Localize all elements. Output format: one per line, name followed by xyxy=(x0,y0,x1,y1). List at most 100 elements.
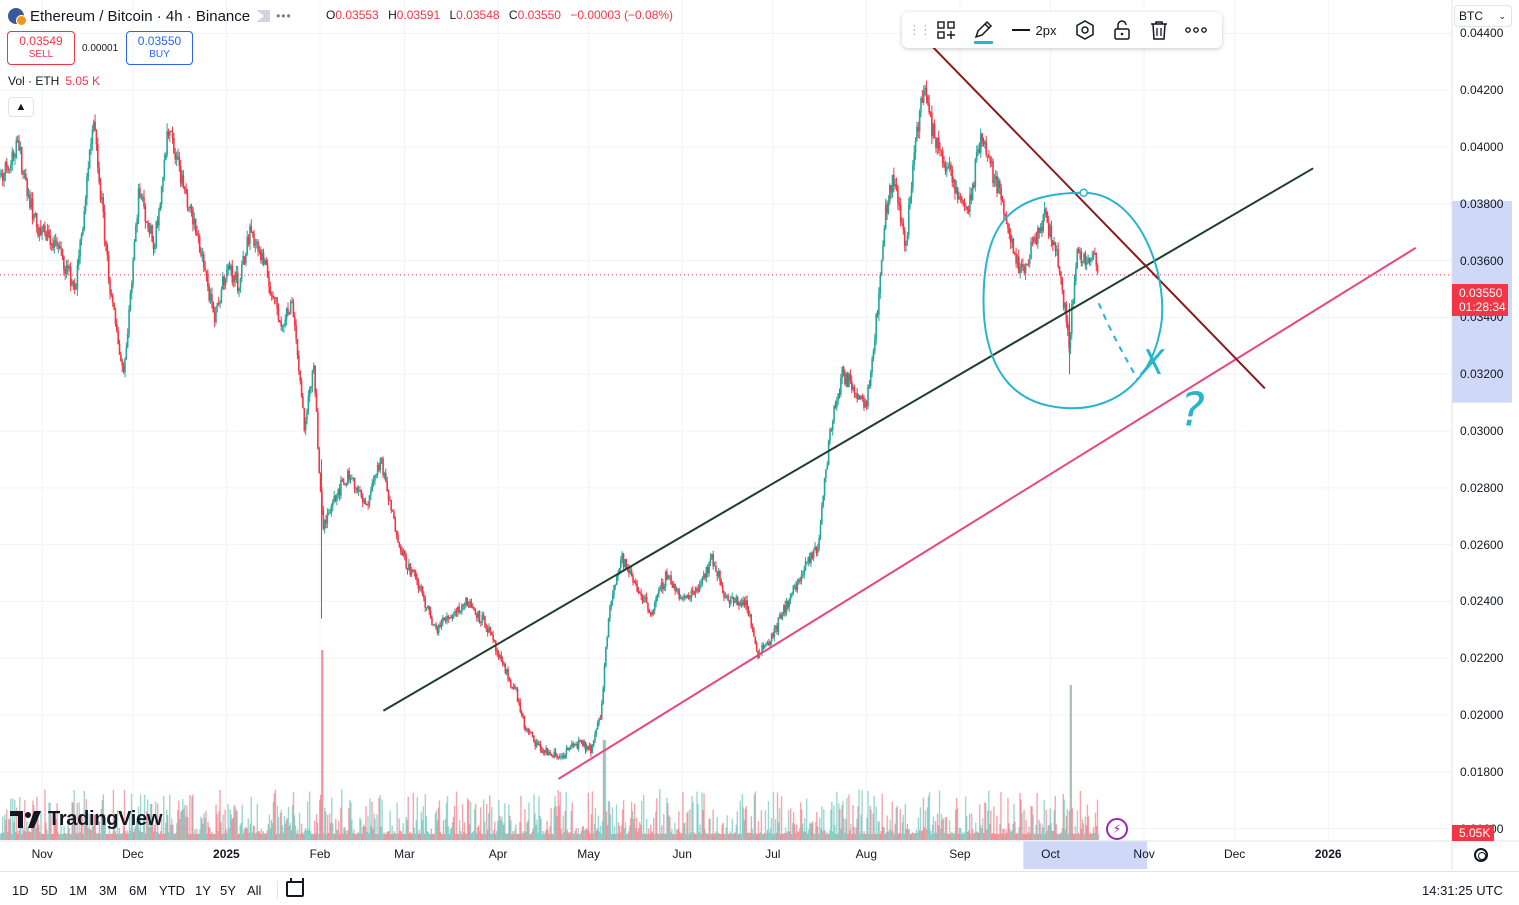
candle-body xyxy=(905,241,907,246)
candle-body xyxy=(940,149,943,151)
tradingview-logo[interactable]: TradingView xyxy=(10,808,162,831)
volume-bar xyxy=(805,798,808,840)
candle-body xyxy=(827,440,830,465)
volume-bar xyxy=(955,798,958,840)
volume-bar xyxy=(669,816,671,840)
range-3m[interactable]: 3M xyxy=(99,883,118,898)
volume-bar xyxy=(112,789,115,840)
utc-clock[interactable]: 14:31:25 UTC xyxy=(1422,883,1503,898)
volume-bar xyxy=(145,811,148,840)
candle-body xyxy=(719,570,721,582)
more-dots-icon[interactable]: ••• xyxy=(276,9,292,23)
volume-bar xyxy=(1071,808,1074,840)
volume-bar xyxy=(515,824,517,840)
volume-bar xyxy=(17,833,19,840)
candle-body xyxy=(992,161,994,184)
volume-bar xyxy=(634,828,637,840)
axis-settings-icon[interactable] xyxy=(1474,848,1488,862)
volume-bar xyxy=(357,831,359,840)
more-button[interactable] xyxy=(1177,16,1214,44)
flag-icon[interactable] xyxy=(256,10,271,22)
candle-body xyxy=(417,580,420,589)
volume-bar xyxy=(698,832,700,840)
drag-handle-icon[interactable]: ⋮⋮ xyxy=(908,22,932,37)
sell-button[interactable]: 0.03549 SELL xyxy=(7,31,75,65)
time-tick-label: Dec xyxy=(1223,847,1246,861)
settings-button[interactable] xyxy=(1066,16,1103,44)
volume-bar xyxy=(377,833,379,840)
volume-bar xyxy=(749,832,752,840)
volume-bar xyxy=(69,833,71,840)
candle-body xyxy=(564,755,566,758)
volume-bar xyxy=(204,817,206,840)
volume-bar xyxy=(804,831,807,840)
range-1m[interactable]: 1M xyxy=(69,883,88,898)
candle-body xyxy=(755,643,758,651)
volume-bar xyxy=(785,832,788,840)
line-width-button[interactable]: 2px xyxy=(1002,16,1066,44)
volume-bar xyxy=(314,833,317,840)
candle-body xyxy=(397,534,399,543)
candle-body xyxy=(44,225,46,233)
candle-body xyxy=(257,241,259,252)
symbol-title[interactable]: Ethereum / Bitcoin · 4h · Binance xyxy=(30,7,251,25)
volume-legend[interactable]: Vol · ETH 5.05 K xyxy=(8,74,100,88)
volume-bar xyxy=(166,809,168,840)
volume-bar xyxy=(394,833,396,840)
candle-body xyxy=(639,591,641,594)
range-ytd[interactable]: YTD xyxy=(159,883,185,898)
volume-bar xyxy=(1082,823,1085,840)
range-5d[interactable]: 5D xyxy=(41,883,58,898)
candle-body xyxy=(788,599,791,608)
candle-body xyxy=(470,601,473,608)
volume-bar xyxy=(956,807,959,840)
volume-bar xyxy=(423,834,426,840)
range-6m[interactable]: 6M xyxy=(129,883,148,898)
candle-body xyxy=(177,156,179,158)
object-tree-button[interactable] xyxy=(928,16,965,44)
candle-body xyxy=(853,386,856,393)
delete-button[interactable] xyxy=(1140,16,1177,44)
candle-body xyxy=(65,265,68,274)
buy-button[interactable]: 0.03550 BUY xyxy=(126,31,193,65)
flash-icon[interactable]: ⚡ xyxy=(1106,818,1128,840)
candle-body xyxy=(1069,333,1072,348)
volume-bar xyxy=(360,819,362,840)
range-1d[interactable]: 1D xyxy=(12,883,29,898)
volume-bar xyxy=(823,809,825,840)
lock-button[interactable] xyxy=(1103,16,1140,44)
volume-bar xyxy=(125,834,128,840)
volume-bar xyxy=(582,825,585,840)
collapse-button[interactable]: ▲ xyxy=(8,97,34,117)
volume-bar xyxy=(393,831,395,840)
volume-bar xyxy=(316,823,319,840)
candle-body xyxy=(792,586,795,594)
calendar-icon[interactable] xyxy=(286,878,304,897)
volume-bar xyxy=(495,833,497,840)
question-mark-annotation: ? xyxy=(1180,382,1204,436)
range-all[interactable]: All xyxy=(247,883,262,898)
range-1y[interactable]: 1Y xyxy=(195,883,211,898)
symbol-legend[interactable]: Ethereum / Bitcoin · 4h · Binance ••• xyxy=(8,6,292,26)
volume-bar xyxy=(173,833,175,840)
volume-bar xyxy=(569,831,571,840)
volume-bar xyxy=(548,833,550,840)
candle-body xyxy=(242,255,244,265)
volume-bar xyxy=(969,813,971,840)
candle-body xyxy=(223,276,225,286)
volume-bar xyxy=(707,833,709,840)
volume-bar xyxy=(922,797,925,840)
color-button[interactable] xyxy=(965,16,1002,44)
volume-bar xyxy=(461,804,464,840)
volume-bar xyxy=(285,819,288,840)
currency-select[interactable]: BTC ⌄ xyxy=(1454,5,1512,27)
candle-body xyxy=(132,260,134,284)
candle-body xyxy=(171,131,174,138)
candle-body xyxy=(54,240,57,242)
range-5y[interactable]: 5Y xyxy=(220,883,236,898)
volume-bar xyxy=(1044,833,1046,840)
current-price-badge: 0.03550 01:28:34 xyxy=(1452,284,1508,316)
candle-body xyxy=(840,377,842,395)
candle-body xyxy=(747,609,750,616)
